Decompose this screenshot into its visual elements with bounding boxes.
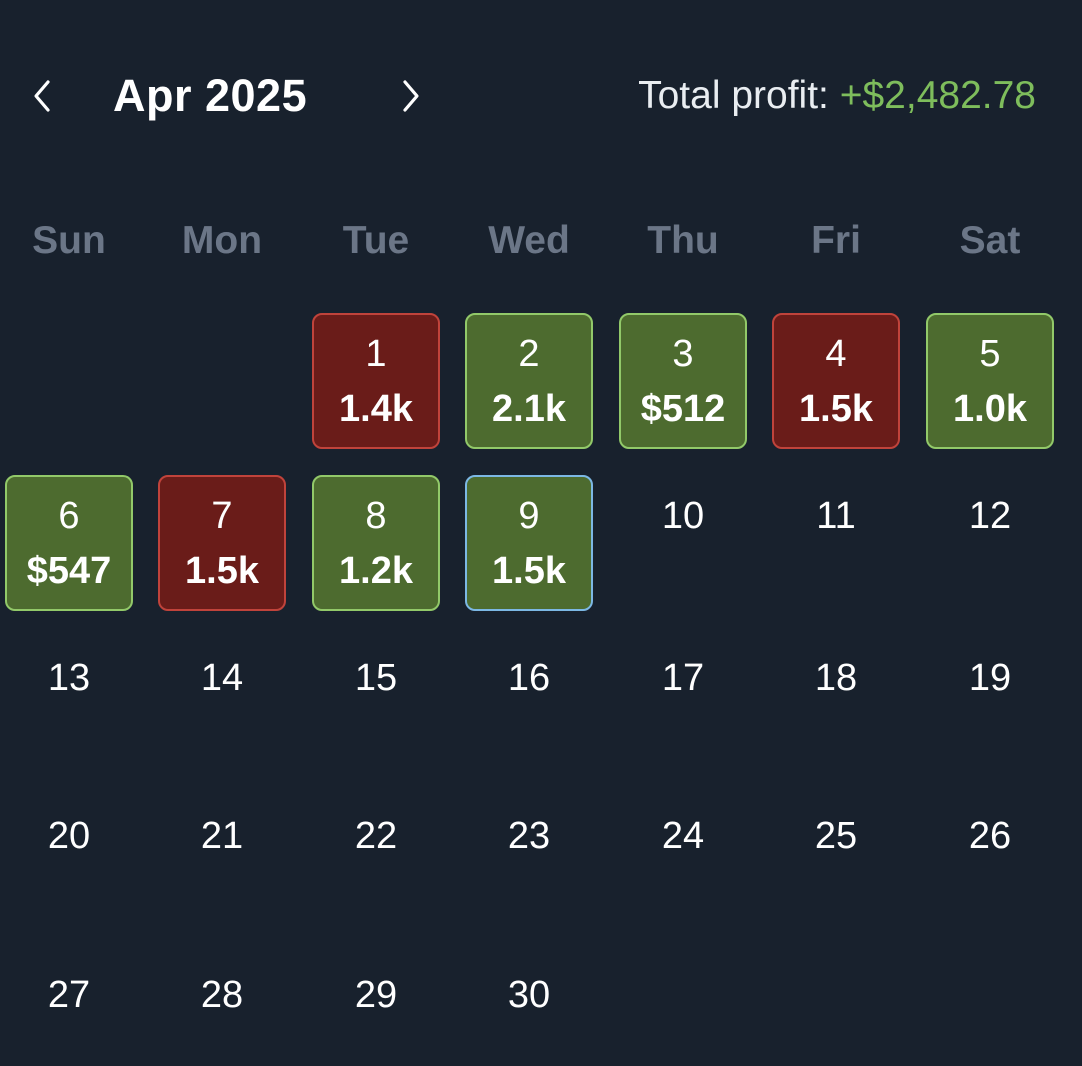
calendar-day-21[interactable]: 21	[158, 795, 286, 931]
calendar-day-22[interactable]: 22	[312, 795, 440, 931]
calendar-day-1[interactable]: 1 1.4k	[312, 313, 440, 449]
calendar-day-12[interactable]: 12	[926, 475, 1054, 611]
day-number: 13	[47, 657, 91, 699]
calendar-day-4[interactable]: 4 1.5k	[772, 313, 900, 449]
chevron-left-icon	[34, 80, 50, 112]
day-number: 1	[365, 333, 387, 375]
calendar-day-18[interactable]: 18	[772, 637, 900, 773]
day-number: 18	[814, 657, 858, 699]
weekday-wed: Wed	[488, 219, 570, 262]
day-number: 20	[47, 815, 91, 857]
day-number: 23	[507, 815, 551, 857]
calendar-day-8[interactable]: 8 1.2k	[312, 475, 440, 611]
day-number: 12	[968, 495, 1012, 537]
day-number: 8	[365, 495, 387, 537]
calendar-day-27[interactable]: 27	[5, 954, 133, 1066]
day-number: 15	[354, 657, 398, 699]
calendar-day-15[interactable]: 15	[312, 637, 440, 773]
weekday-header: Sun Mon Tue Wed Thu Fri Sat	[0, 214, 1082, 268]
calendar-day-10[interactable]: 10	[619, 475, 747, 611]
weekday-fri: Fri	[811, 219, 861, 262]
day-pnl-amount: 1.5k	[492, 550, 566, 592]
calendar-day-2[interactable]: 2 2.1k	[465, 313, 593, 449]
day-number: 6	[58, 495, 80, 537]
month-title: Apr 2025	[113, 70, 308, 121]
day-pnl-amount: $512	[640, 388, 726, 430]
day-pnl-amount: 1.5k	[185, 550, 259, 592]
calendar-day-14[interactable]: 14	[158, 637, 286, 773]
total-profit: Total profit: +$2,482.78	[638, 70, 1036, 122]
calendar-day-13[interactable]: 13	[5, 637, 133, 773]
calendar-day-28[interactable]: 28	[158, 954, 286, 1066]
day-number: 27	[47, 974, 91, 1016]
day-number: 14	[200, 657, 244, 699]
calendar-day-5[interactable]: 5 1.0k	[926, 313, 1054, 449]
day-pnl-amount: 2.1k	[492, 388, 566, 430]
calendar-day-20[interactable]: 20	[5, 795, 133, 931]
weekday-thu: Thu	[647, 219, 719, 262]
calendar-day-11[interactable]: 11	[772, 475, 900, 611]
day-number: 5	[979, 333, 1001, 375]
calendar-day-9[interactable]: 9 1.5k	[465, 475, 593, 611]
previous-month-button[interactable]	[14, 68, 70, 124]
calendar-day-6[interactable]: 6 $547	[5, 475, 133, 611]
day-number: 25	[814, 815, 858, 857]
day-number: 21	[200, 815, 244, 857]
weekday-mon: Mon	[181, 219, 263, 262]
day-number: 19	[968, 657, 1012, 699]
weekday-tue: Tue	[342, 219, 410, 262]
day-number: 30	[507, 974, 551, 1016]
weekday-sun: Sun	[32, 219, 106, 262]
calendar-day-26[interactable]: 26	[926, 795, 1054, 931]
total-profit-label: Total profit:	[638, 74, 829, 117]
calendar-day-3[interactable]: 3 $512	[619, 313, 747, 449]
day-number: 11	[816, 495, 856, 537]
day-pnl-amount: $547	[26, 550, 112, 592]
day-number: 9	[518, 495, 540, 537]
chevron-right-icon	[403, 80, 419, 112]
total-profit-value: +$2,482.78	[839, 74, 1036, 117]
day-number: 17	[661, 657, 705, 699]
day-number: 29	[354, 974, 398, 1016]
calendar-day-25[interactable]: 25	[772, 795, 900, 931]
calendar-day-24[interactable]: 24	[619, 795, 747, 931]
day-number: 7	[211, 495, 233, 537]
calendar-day-29[interactable]: 29	[312, 954, 440, 1066]
day-number: 28	[200, 974, 244, 1016]
day-number: 4	[825, 333, 847, 375]
day-number: 3	[672, 333, 694, 375]
calendar-day-23[interactable]: 23	[465, 795, 593, 931]
next-month-button[interactable]	[383, 68, 439, 124]
day-number: 22	[354, 815, 398, 857]
day-pnl-amount: 1.2k	[339, 550, 413, 592]
day-pnl-amount: 1.5k	[799, 388, 873, 430]
calendar-day-7[interactable]: 7 1.5k	[158, 475, 286, 611]
day-number: 16	[507, 657, 551, 699]
calendar-day-30[interactable]: 30	[465, 954, 593, 1066]
calendar-day-17[interactable]: 17	[619, 637, 747, 773]
day-number: 26	[968, 815, 1012, 857]
day-number: 10	[661, 495, 705, 537]
day-pnl-amount: 1.4k	[339, 388, 413, 430]
weekday-sat: Sat	[959, 219, 1021, 262]
day-number: 2	[518, 333, 540, 375]
day-number: 24	[661, 815, 705, 857]
calendar-day-19[interactable]: 19	[926, 637, 1054, 773]
day-pnl-amount: 1.0k	[953, 388, 1027, 430]
calendar-day-16[interactable]: 16	[465, 637, 593, 773]
